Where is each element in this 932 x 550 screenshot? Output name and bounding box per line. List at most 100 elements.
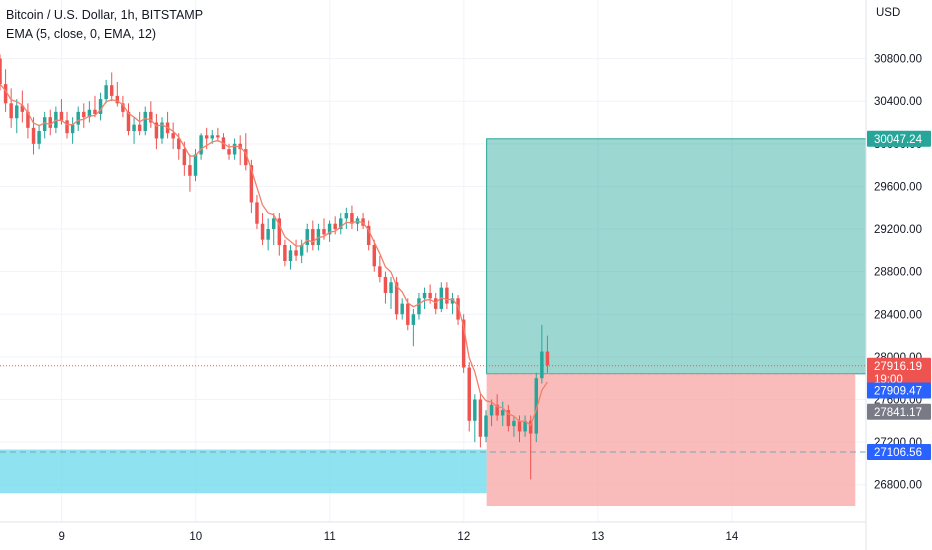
x-tick-label: 9 xyxy=(58,531,64,543)
ema-price-label: 27909.47 xyxy=(874,386,922,398)
candle-up xyxy=(422,292,427,299)
candle-down xyxy=(433,298,438,309)
candle-down xyxy=(361,218,365,226)
candle-down xyxy=(126,111,131,132)
candle-down xyxy=(255,202,259,224)
candle-up xyxy=(199,135,203,155)
candle-up xyxy=(534,378,538,434)
candle-down xyxy=(260,223,265,240)
candle-up xyxy=(305,229,309,246)
candle-up xyxy=(417,298,421,315)
candle-down xyxy=(137,124,142,132)
candle-down xyxy=(495,404,499,416)
candle-up xyxy=(389,282,393,293)
candle-down xyxy=(171,133,175,139)
candle-down xyxy=(322,229,326,235)
candle-up xyxy=(484,415,488,437)
entry-price-label: 27841.17 xyxy=(874,407,922,419)
candle-up xyxy=(271,218,276,230)
candle-down xyxy=(121,103,125,112)
candle-down xyxy=(188,165,192,176)
time-axis xyxy=(0,522,866,550)
candle-up xyxy=(523,420,527,432)
candle-up xyxy=(450,298,455,304)
candle-up xyxy=(87,109,92,118)
target-price-label: 30047.24 xyxy=(874,134,923,146)
currency-label: USD xyxy=(876,7,901,19)
target-price-tag xyxy=(867,130,931,147)
candle-up xyxy=(104,85,108,100)
candle-up xyxy=(344,213,349,219)
ema-price-tag xyxy=(867,382,931,399)
candle-up xyxy=(160,122,164,139)
candle-up xyxy=(473,399,477,421)
candle-down xyxy=(456,298,460,320)
candle-down xyxy=(428,292,432,299)
candle-down xyxy=(249,165,254,203)
candle-down xyxy=(372,245,377,267)
candle-down xyxy=(528,420,533,434)
candle-down xyxy=(48,117,53,128)
candle-down xyxy=(461,319,466,368)
candle-up xyxy=(42,117,47,132)
candle-down xyxy=(216,135,220,138)
candle-up xyxy=(143,111,147,132)
stop-zone xyxy=(486,373,856,507)
candle-down xyxy=(244,149,248,166)
candle-down xyxy=(93,109,97,114)
candle-down xyxy=(26,111,30,128)
candle-down xyxy=(394,282,399,315)
candle-down xyxy=(478,399,483,437)
candle-up xyxy=(288,250,293,261)
candle-down xyxy=(467,367,471,421)
candle-down xyxy=(378,266,382,277)
x-tick-label: 13 xyxy=(591,531,604,543)
candle-down xyxy=(283,245,287,261)
candle-down xyxy=(82,111,86,118)
candle-up xyxy=(489,404,494,416)
y-tick-label: 26800.00 xyxy=(874,480,922,492)
y-tick-label: 29600.00 xyxy=(874,181,922,193)
candle-down xyxy=(333,223,337,230)
candle-down xyxy=(406,303,410,325)
candle-down xyxy=(9,103,13,119)
x-tick-label: 11 xyxy=(324,531,336,543)
x-tick-label: 10 xyxy=(189,531,202,543)
y-tick-label: 28400.00 xyxy=(874,309,922,321)
candle-up xyxy=(70,124,75,134)
ema-line xyxy=(0,83,548,427)
last_price-price-tag xyxy=(867,357,931,386)
candle-down xyxy=(545,351,550,366)
indicator-label: EMA (5, close, 0, EMA, 12) xyxy=(6,27,157,41)
candle-down xyxy=(227,149,231,155)
candle-down xyxy=(149,111,153,123)
x-tick-label: 12 xyxy=(457,531,470,543)
candle-up xyxy=(540,351,544,379)
candle-down xyxy=(366,225,371,246)
candle-down xyxy=(311,229,315,246)
candle-down xyxy=(65,120,69,134)
candle-up xyxy=(512,420,516,427)
candle-up xyxy=(193,154,198,176)
candle-up xyxy=(327,223,332,235)
support-price-label: 27106.56 xyxy=(874,447,922,459)
candle-up xyxy=(15,105,19,119)
support-zone xyxy=(0,449,487,494)
candle-down xyxy=(294,250,298,256)
candle-up xyxy=(299,245,304,256)
y-tick-label: 29200.00 xyxy=(874,224,922,236)
candle-down xyxy=(277,218,282,246)
candle-down xyxy=(182,149,187,166)
candle-down xyxy=(31,127,36,144)
candle-down xyxy=(0,58,2,85)
candle-down xyxy=(506,410,511,427)
candle-down xyxy=(517,420,522,432)
candle-down xyxy=(3,84,8,104)
last_price-price-label: 27916.19 xyxy=(874,361,922,373)
y-tick-label: 30400.00 xyxy=(874,96,922,108)
candle-up xyxy=(98,99,103,114)
candle-up xyxy=(501,410,505,416)
target-zone xyxy=(486,138,867,375)
